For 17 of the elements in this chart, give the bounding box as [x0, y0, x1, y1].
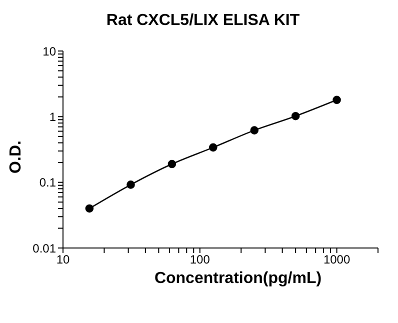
- x-tick-label: 10: [56, 252, 70, 267]
- point: [332, 96, 341, 104]
- point: [209, 143, 218, 152]
- y-tick-label: 0.1: [39, 176, 56, 190]
- y-tick-label: 0.01: [32, 241, 56, 256]
- point: [126, 180, 135, 189]
- y-axis-title: O.D.: [7, 140, 26, 174]
- point: [85, 204, 94, 213]
- x-axis-title: Concentration(pg/mL): [153, 270, 323, 288]
- point: [168, 160, 176, 168]
- x-tick-label: 100: [190, 252, 210, 267]
- y-tick-label: 1: [49, 110, 56, 124]
- point: [291, 112, 300, 120]
- y-tick-label: 10: [42, 44, 56, 58]
- point: [250, 126, 259, 134]
- x-tick-label: 1000: [323, 252, 350, 267]
- chart-title: Rat CXCL5/LIX ELISA KIT: [105, 12, 301, 30]
